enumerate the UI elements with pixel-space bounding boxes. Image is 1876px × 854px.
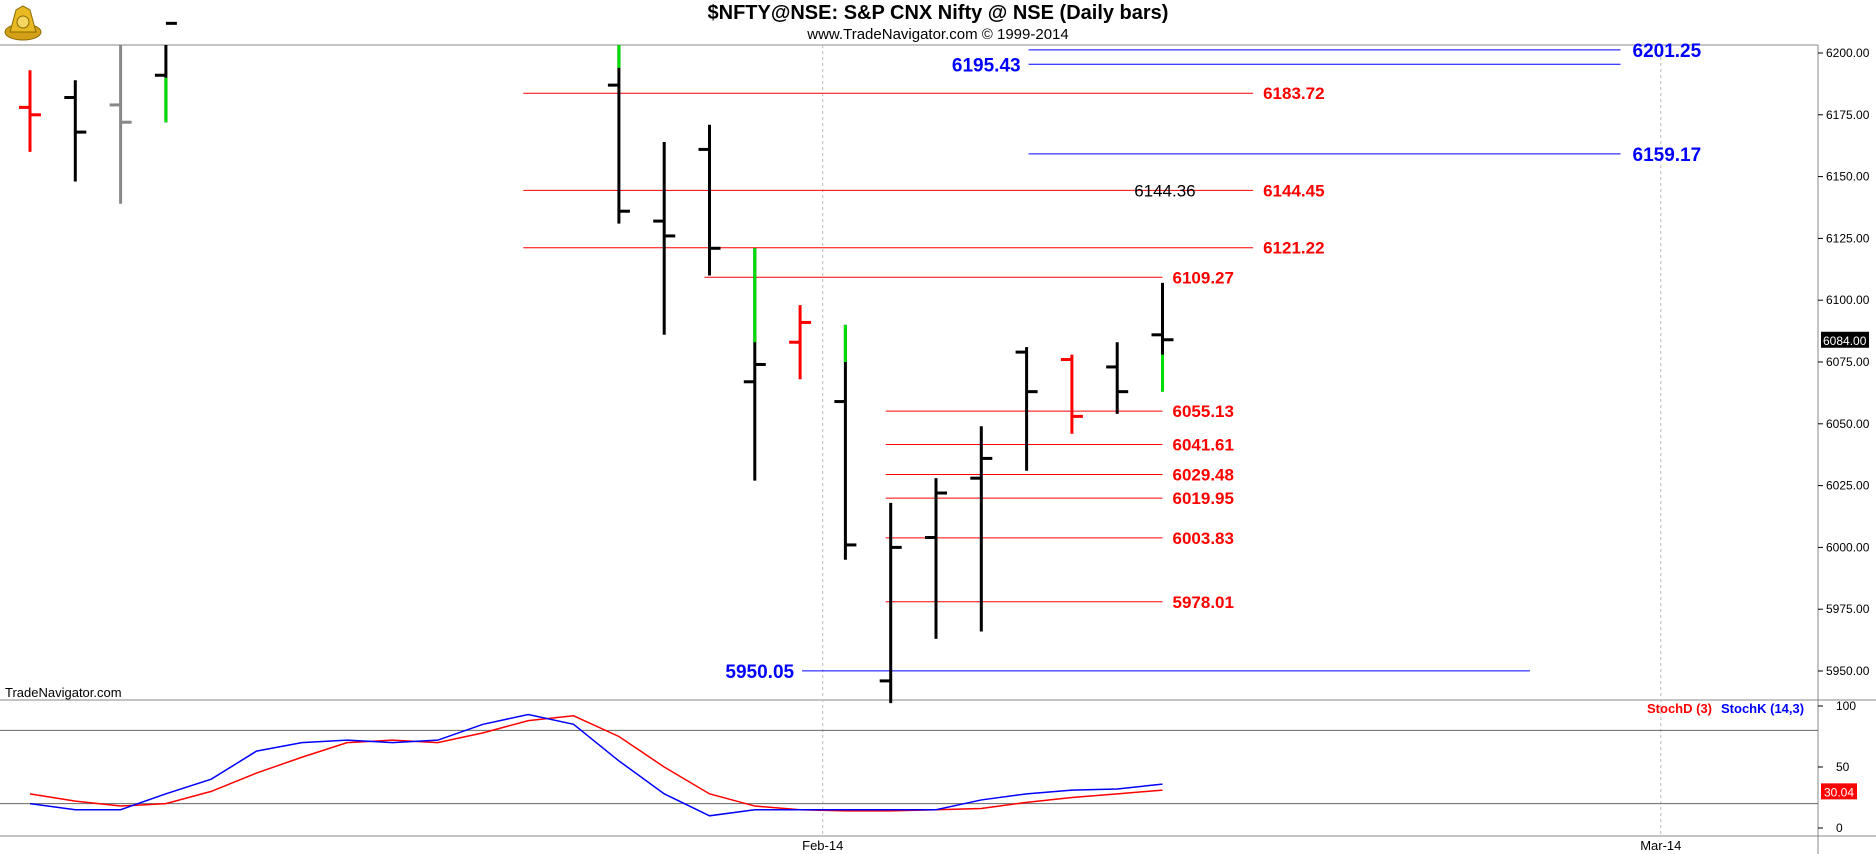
stoch-last-value-tag [1821, 783, 1857, 800]
price-tick-label: 6000.00 [1826, 540, 1870, 554]
date-axis: Feb-14 Mar-14 [802, 838, 1681, 853]
ohlc-bar [109, 45, 132, 204]
level-note-label: 6144.36 [1134, 182, 1195, 201]
ohlc-bar [653, 141, 676, 335]
price-tick-label: 6125.00 [1826, 231, 1870, 245]
level-label: 6144.45 [1263, 181, 1324, 200]
level-label: 6109.27 [1173, 268, 1234, 287]
fib-level-label: 6195.43 [952, 55, 1021, 76]
legend-stochk: StochK (14,3) [1721, 701, 1805, 716]
ohlc-bar [1151, 282, 1174, 392]
grid [0, 44, 1876, 854]
ohlc-bar [879, 502, 902, 704]
fib-level-label: 6159.17 [1633, 145, 1702, 166]
price-tick-label: 5975.00 [1826, 602, 1870, 616]
stoch-tick-label: 50 [1836, 760, 1850, 774]
price-tick-label: 5950.00 [1826, 664, 1870, 678]
level-label: 6055.13 [1173, 402, 1234, 421]
last-price-label: 6084.00 [1823, 334, 1867, 348]
price-tick-label: 6100.00 [1826, 293, 1870, 307]
level-lines: 6183.72 6144.45 6121.22 6109.27 6055.13 6041.… [523, 41, 1702, 683]
stoch-last-value-label: 30.04 [1824, 785, 1854, 799]
level-label: 6003.83 [1173, 529, 1234, 548]
level-label: 6041.61 [1173, 436, 1234, 455]
fib-level-label: 5950.05 [725, 662, 794, 683]
price-bars [19, 21, 1174, 704]
price-axis: 5950.00 5975.00 6000.00 6025.00 6050.00 6075.… [1818, 46, 1870, 678]
price-tick-label: 6025.00 [1826, 479, 1870, 493]
tradenavigator-logo-icon [2, 2, 44, 44]
price-tick-label: 6050.00 [1826, 417, 1870, 431]
price-tick-label: 6200.00 [1826, 46, 1870, 60]
date-tick-label: Mar-14 [1640, 838, 1681, 853]
stochastic-pane: 0 50 100 30.04 [0, 699, 1857, 835]
ohlc-bar [698, 124, 721, 276]
level-label: 6029.48 [1173, 466, 1234, 485]
ohlc-bar [19, 70, 41, 152]
stoch-series-line [29, 713, 1163, 817]
chart-subtitle: www.TradeNavigator.com © 1999-2014 [807, 26, 1069, 43]
chart-title: $NFTY@NSE: S&P CNX Nifty @ NSE (Daily ba… [707, 2, 1169, 24]
ohlc-bar [1060, 354, 1083, 434]
level-label: 6121.22 [1263, 239, 1324, 258]
price-tick-label: 6075.00 [1826, 355, 1870, 369]
price-tick-label: 6175.00 [1826, 108, 1870, 122]
stoch-tick-label: 100 [1836, 699, 1856, 713]
fib-level-label: 6201.25 [1633, 41, 1702, 62]
level-label: 6183.72 [1263, 84, 1324, 103]
last-price-tag [1821, 331, 1869, 348]
level-label: 5978.01 [1173, 593, 1234, 612]
ohlc-bar [1106, 342, 1129, 414]
ohlc-bar [834, 324, 857, 560]
watermark: TradeNavigator.com [5, 685, 122, 700]
ohlc-bar [607, 45, 630, 224]
stoch-series-line [29, 714, 1163, 812]
level-label: 6019.95 [1173, 489, 1234, 508]
legend-stochd: StochD (3) [1647, 701, 1712, 716]
ohlc-bar [1015, 347, 1038, 471]
ohlc-bar [970, 426, 993, 632]
date-tick-label: Feb-14 [802, 838, 843, 853]
price-tick-label: 6150.00 [1826, 170, 1870, 184]
ohlc-bar [789, 305, 812, 380]
stoch-tick-label: 0 [1836, 821, 1843, 835]
ohlc-bar [64, 80, 87, 182]
ohlc-bar [925, 478, 947, 639]
ohlc-bar [154, 21, 177, 123]
ohlc-bar [743, 248, 766, 481]
